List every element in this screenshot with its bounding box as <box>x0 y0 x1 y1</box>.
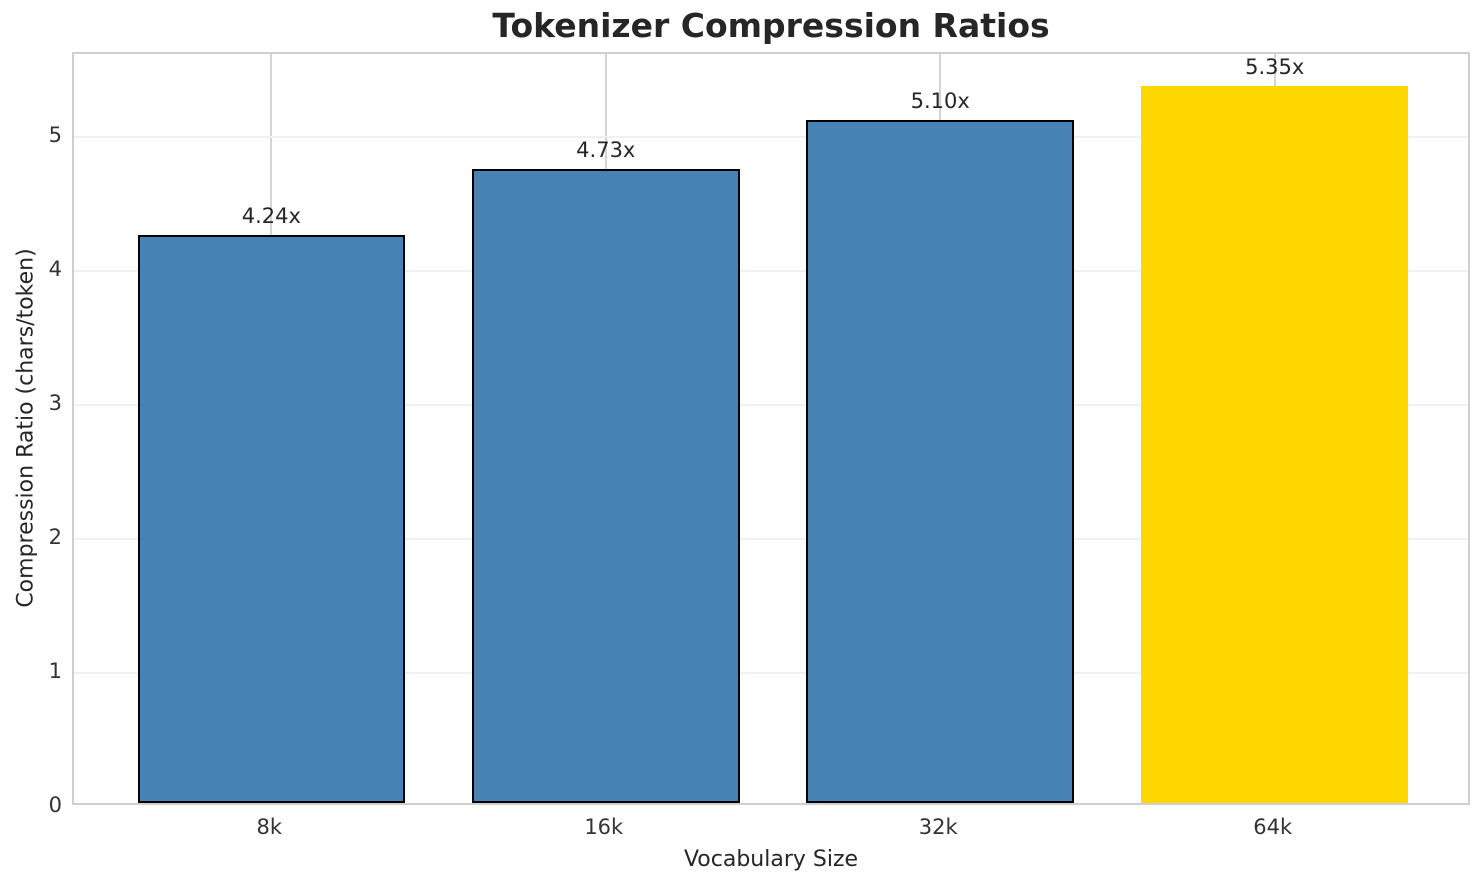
ytick-label-5: 5 <box>48 123 62 148</box>
plot-area: 4.24x 4.73x 5.10x 5.35x <box>72 52 1470 805</box>
ytick-label-1: 1 <box>48 659 62 683</box>
ytick-label-2: 2 <box>48 525 62 550</box>
horizontal-gridline-2 <box>74 538 1468 541</box>
horizontal-gridline-3 <box>74 404 1468 407</box>
xtick-label-8k: 8k <box>256 815 283 839</box>
bar-value-label-16k: 4.73x <box>576 138 636 163</box>
horizontal-gridline-1 <box>74 672 1468 674</box>
horizontal-gridline-4 <box>74 270 1468 273</box>
ytick-label-0: 0 <box>48 793 62 817</box>
bar-16k <box>471 169 740 803</box>
ytick-label-3: 3 <box>48 391 62 416</box>
xtick-label-16k: 16k <box>584 815 624 839</box>
bar-value-label-8k: 4.24x <box>241 203 301 228</box>
xtick-label-64k: 64k <box>1253 815 1293 839</box>
y-axis-label: Compression Ratio (chars/token) <box>13 248 39 608</box>
ytick-label-4: 4 <box>48 257 62 282</box>
bar-8k <box>137 234 406 803</box>
chart-title: Tokenizer Compression Ratios <box>492 6 1050 45</box>
horizontal-gridline-5 <box>74 136 1468 139</box>
x-axis-label: Vocabulary Size <box>683 847 859 872</box>
bar-32k <box>806 119 1074 803</box>
bar-64k <box>1140 86 1409 803</box>
bar-value-label-32k: 5.10x <box>910 88 970 113</box>
bar-value-label-64k: 5.35x <box>1245 55 1305 80</box>
xtick-label-32k: 32k <box>918 815 958 839</box>
